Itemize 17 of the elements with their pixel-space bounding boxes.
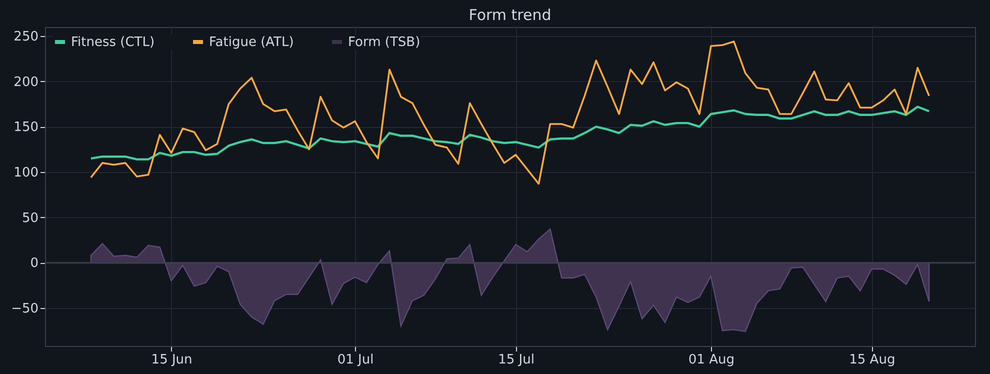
y-tick-label: 150: [14, 120, 38, 136]
x-tick-label: 15 Jun: [151, 352, 192, 368]
x-tick-label: 15 Aug: [849, 352, 896, 368]
line-series: [90, 106, 930, 160]
y-tick-label: 50: [22, 210, 38, 226]
chart-title: Form trend: [468, 6, 552, 24]
legend-label: Fitness (CTL): [71, 35, 155, 50]
legend-label: Form (TSB): [348, 35, 420, 50]
legend-label: Fatigue (ATL): [209, 35, 294, 50]
y-tick-label: −50: [11, 301, 38, 316]
y-tick-label: 0: [30, 256, 38, 272]
x-tick-label: 01 Aug: [688, 352, 734, 368]
y-tick-label: 100: [14, 166, 38, 180]
x-tick-label: 01 Jul: [337, 352, 374, 368]
y-tick-label: 200: [14, 74, 38, 90]
x-tick-label: 15 Jul: [498, 352, 534, 368]
y-tick-label: 250: [14, 30, 38, 45]
